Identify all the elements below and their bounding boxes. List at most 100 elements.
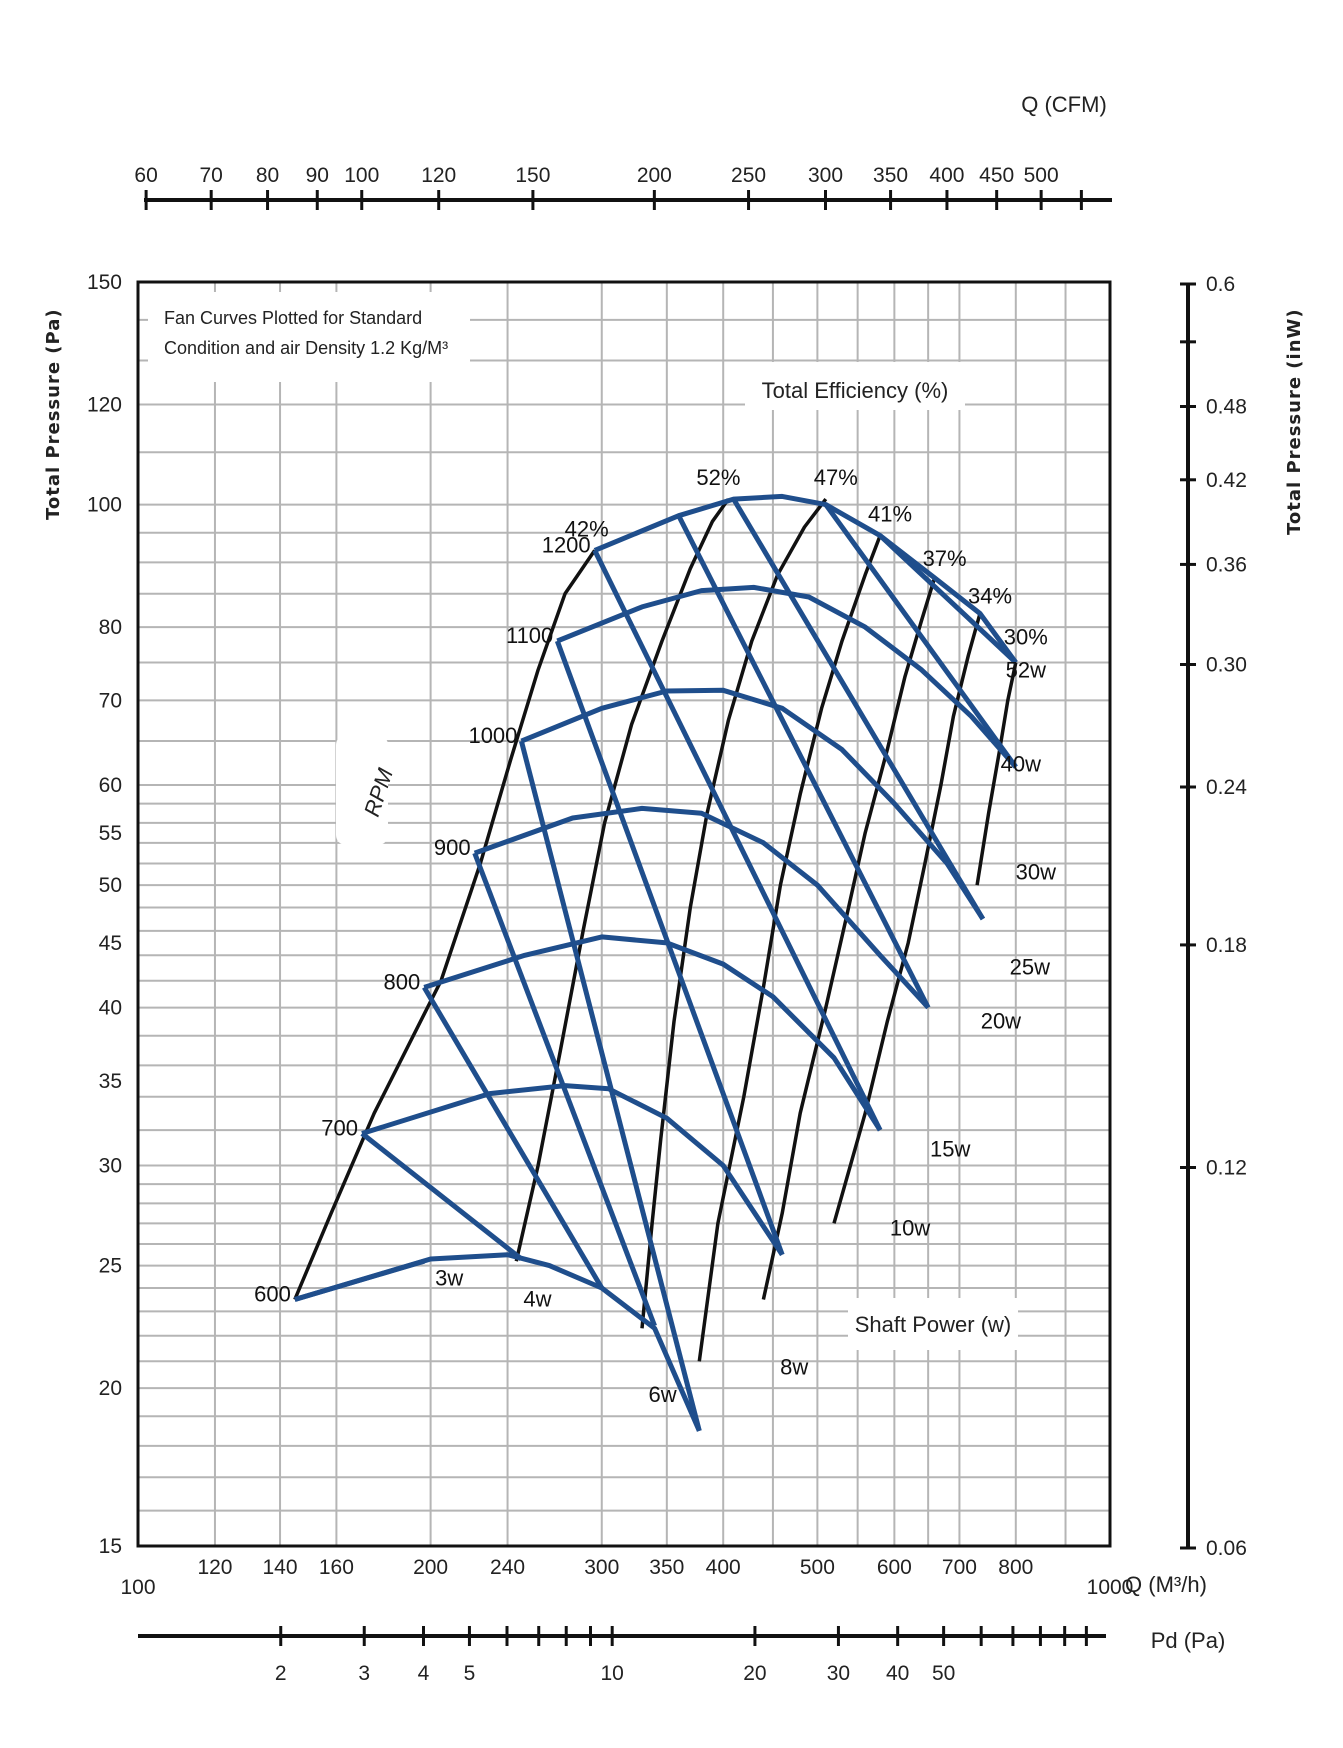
- power-label-15w: 15w: [930, 1136, 970, 1161]
- power-label-40w: 40w: [1001, 751, 1041, 776]
- y-tick-30: 30: [99, 1154, 122, 1177]
- x-tick-600: 600: [877, 1556, 912, 1579]
- power-line-15w: [554, 640, 785, 1256]
- rpm-curve-1100: [556, 584, 1018, 769]
- efficiency-label-30pct: 30%: [1004, 625, 1048, 650]
- efficiency-curve-52pct: [514, 498, 730, 1262]
- rpm-curve-900: [473, 805, 931, 1010]
- power-line-52w: [878, 533, 1018, 665]
- pd-tick-30: 30: [827, 1662, 850, 1685]
- power-title: Shaft Power (w): [855, 1312, 1012, 1337]
- y-tick-35: 35: [99, 1070, 122, 1093]
- power-label-20w: 20w: [981, 1009, 1021, 1034]
- y-tick-120: 120: [87, 393, 122, 416]
- pd-tick-10: 10: [601, 1662, 624, 1685]
- power-label-30w: 30w: [1016, 860, 1056, 885]
- rpm-curve-800: [423, 934, 883, 1132]
- rpm-curve-1000: [520, 687, 986, 921]
- power-label-25w: 25w: [1010, 954, 1050, 979]
- y-axis-title: Total Pressure (Pa): [43, 308, 64, 520]
- cfm-tick-350: 350: [873, 164, 908, 187]
- rpm-curve-700: [361, 1083, 785, 1257]
- efficiency-label-47pct: 47%: [814, 465, 858, 490]
- pd-tick-4: 4: [418, 1662, 430, 1685]
- power-label-6w: 6w: [649, 1382, 677, 1407]
- rpm-label-900: 900: [434, 835, 471, 860]
- pd-tick-50: 50: [932, 1662, 955, 1685]
- cfm-tick-90: 90: [306, 164, 329, 187]
- power-label-4w: 4w: [523, 1287, 551, 1312]
- y-tick-80: 80: [99, 616, 122, 639]
- x-tick-800: 800: [998, 1556, 1033, 1579]
- plot-frame: [136, 280, 1112, 1548]
- rpm-label-1000: 1000: [468, 723, 517, 748]
- inw-tick-0.48: 0.48: [1206, 395, 1247, 418]
- inw-tick-0.06: 0.06: [1206, 1537, 1247, 1560]
- x-tick-500: 500: [800, 1556, 835, 1579]
- note-line-2: Condition and air Density 1.2 Kg/M³: [164, 338, 448, 358]
- cfm-tick-80: 80: [256, 164, 279, 187]
- power-label-52w: 52w: [1006, 657, 1046, 682]
- rpm-label-1200: 1200: [542, 532, 591, 557]
- power-label-8w: 8w: [780, 1355, 808, 1380]
- y-tick-45: 45: [99, 932, 122, 955]
- rpm-label-1100: 1100: [506, 623, 553, 648]
- cfm-tick-100: 100: [344, 164, 379, 187]
- power-label-10w: 10w: [890, 1216, 930, 1241]
- efficiency-label-37pct: 37%: [923, 546, 967, 571]
- y-tick-20: 20: [99, 1377, 122, 1400]
- efficiency-label-42pct: 42%: [565, 516, 609, 541]
- inw-tick-0.42: 0.42: [1206, 469, 1247, 492]
- note-line-1: Fan Curves Plotted for Standard: [164, 308, 422, 328]
- rpm-title-background: [336, 735, 388, 845]
- efficiency-label-34pct: 34%: [968, 584, 1012, 609]
- y-tick-50: 50: [99, 874, 122, 897]
- y-tick-25: 25: [99, 1255, 122, 1278]
- inw-tick-0.30: 0.30: [1206, 654, 1247, 677]
- x-tick-120: 120: [197, 1556, 232, 1579]
- rpm-label-700: 700: [321, 1116, 358, 1141]
- x-tick-700: 700: [942, 1556, 977, 1579]
- cfm-tick-120: 120: [421, 164, 456, 187]
- efficiency-label-41pct: 41%: [868, 502, 912, 527]
- curve-layer: [293, 493, 1018, 1432]
- x-axis-title: Q (M³/h): [1125, 1572, 1207, 1597]
- power-label-3w: 3w: [435, 1266, 463, 1291]
- x-tick-350: 350: [649, 1556, 684, 1579]
- pd-axis-title: Pd (Pa): [1151, 1628, 1226, 1653]
- cfm-tick-300: 300: [808, 164, 843, 187]
- y-tick-70: 70: [99, 689, 122, 712]
- power-line-8w: [472, 852, 657, 1327]
- inw-tick-0.6: 0.6: [1206, 273, 1235, 296]
- y-tick-150: 150: [87, 271, 122, 294]
- cfm-tick-450: 450: [979, 164, 1014, 187]
- y-tick-15: 15: [99, 1535, 122, 1558]
- note-background: [148, 292, 470, 382]
- y-tick-55: 55: [99, 822, 122, 845]
- x-tick-100: 100: [120, 1576, 155, 1599]
- power-line-20w: [592, 549, 883, 1132]
- x-tick-300: 300: [584, 1556, 619, 1579]
- power-line-10w: [518, 740, 702, 1432]
- power-line-6w: [422, 986, 604, 1290]
- y-tick-40: 40: [99, 997, 122, 1020]
- rpm-label-800: 800: [384, 969, 421, 994]
- x-tick-200: 200: [413, 1556, 448, 1579]
- pd-tick-3: 3: [358, 1662, 370, 1685]
- efficiency-curve-41pct: [697, 534, 882, 1362]
- power-line-40w: [823, 503, 1018, 769]
- cfm-tick-500: 500: [1024, 164, 1059, 187]
- pd-tick-40: 40: [886, 1662, 909, 1685]
- inw-tick-0.24: 0.24: [1206, 776, 1247, 799]
- inw-tick-0.12: 0.12: [1206, 1156, 1247, 1179]
- cfm-axis-title: Q (CFM): [1021, 92, 1107, 117]
- pd-tick-2: 2: [275, 1662, 287, 1685]
- cfm-tick-150: 150: [515, 164, 550, 187]
- pd-tick-5: 5: [464, 1662, 476, 1685]
- efficiency-title: Total Efficiency (%): [762, 378, 949, 403]
- power-line-25w: [676, 514, 931, 1009]
- frame-layer: [136, 280, 1112, 1548]
